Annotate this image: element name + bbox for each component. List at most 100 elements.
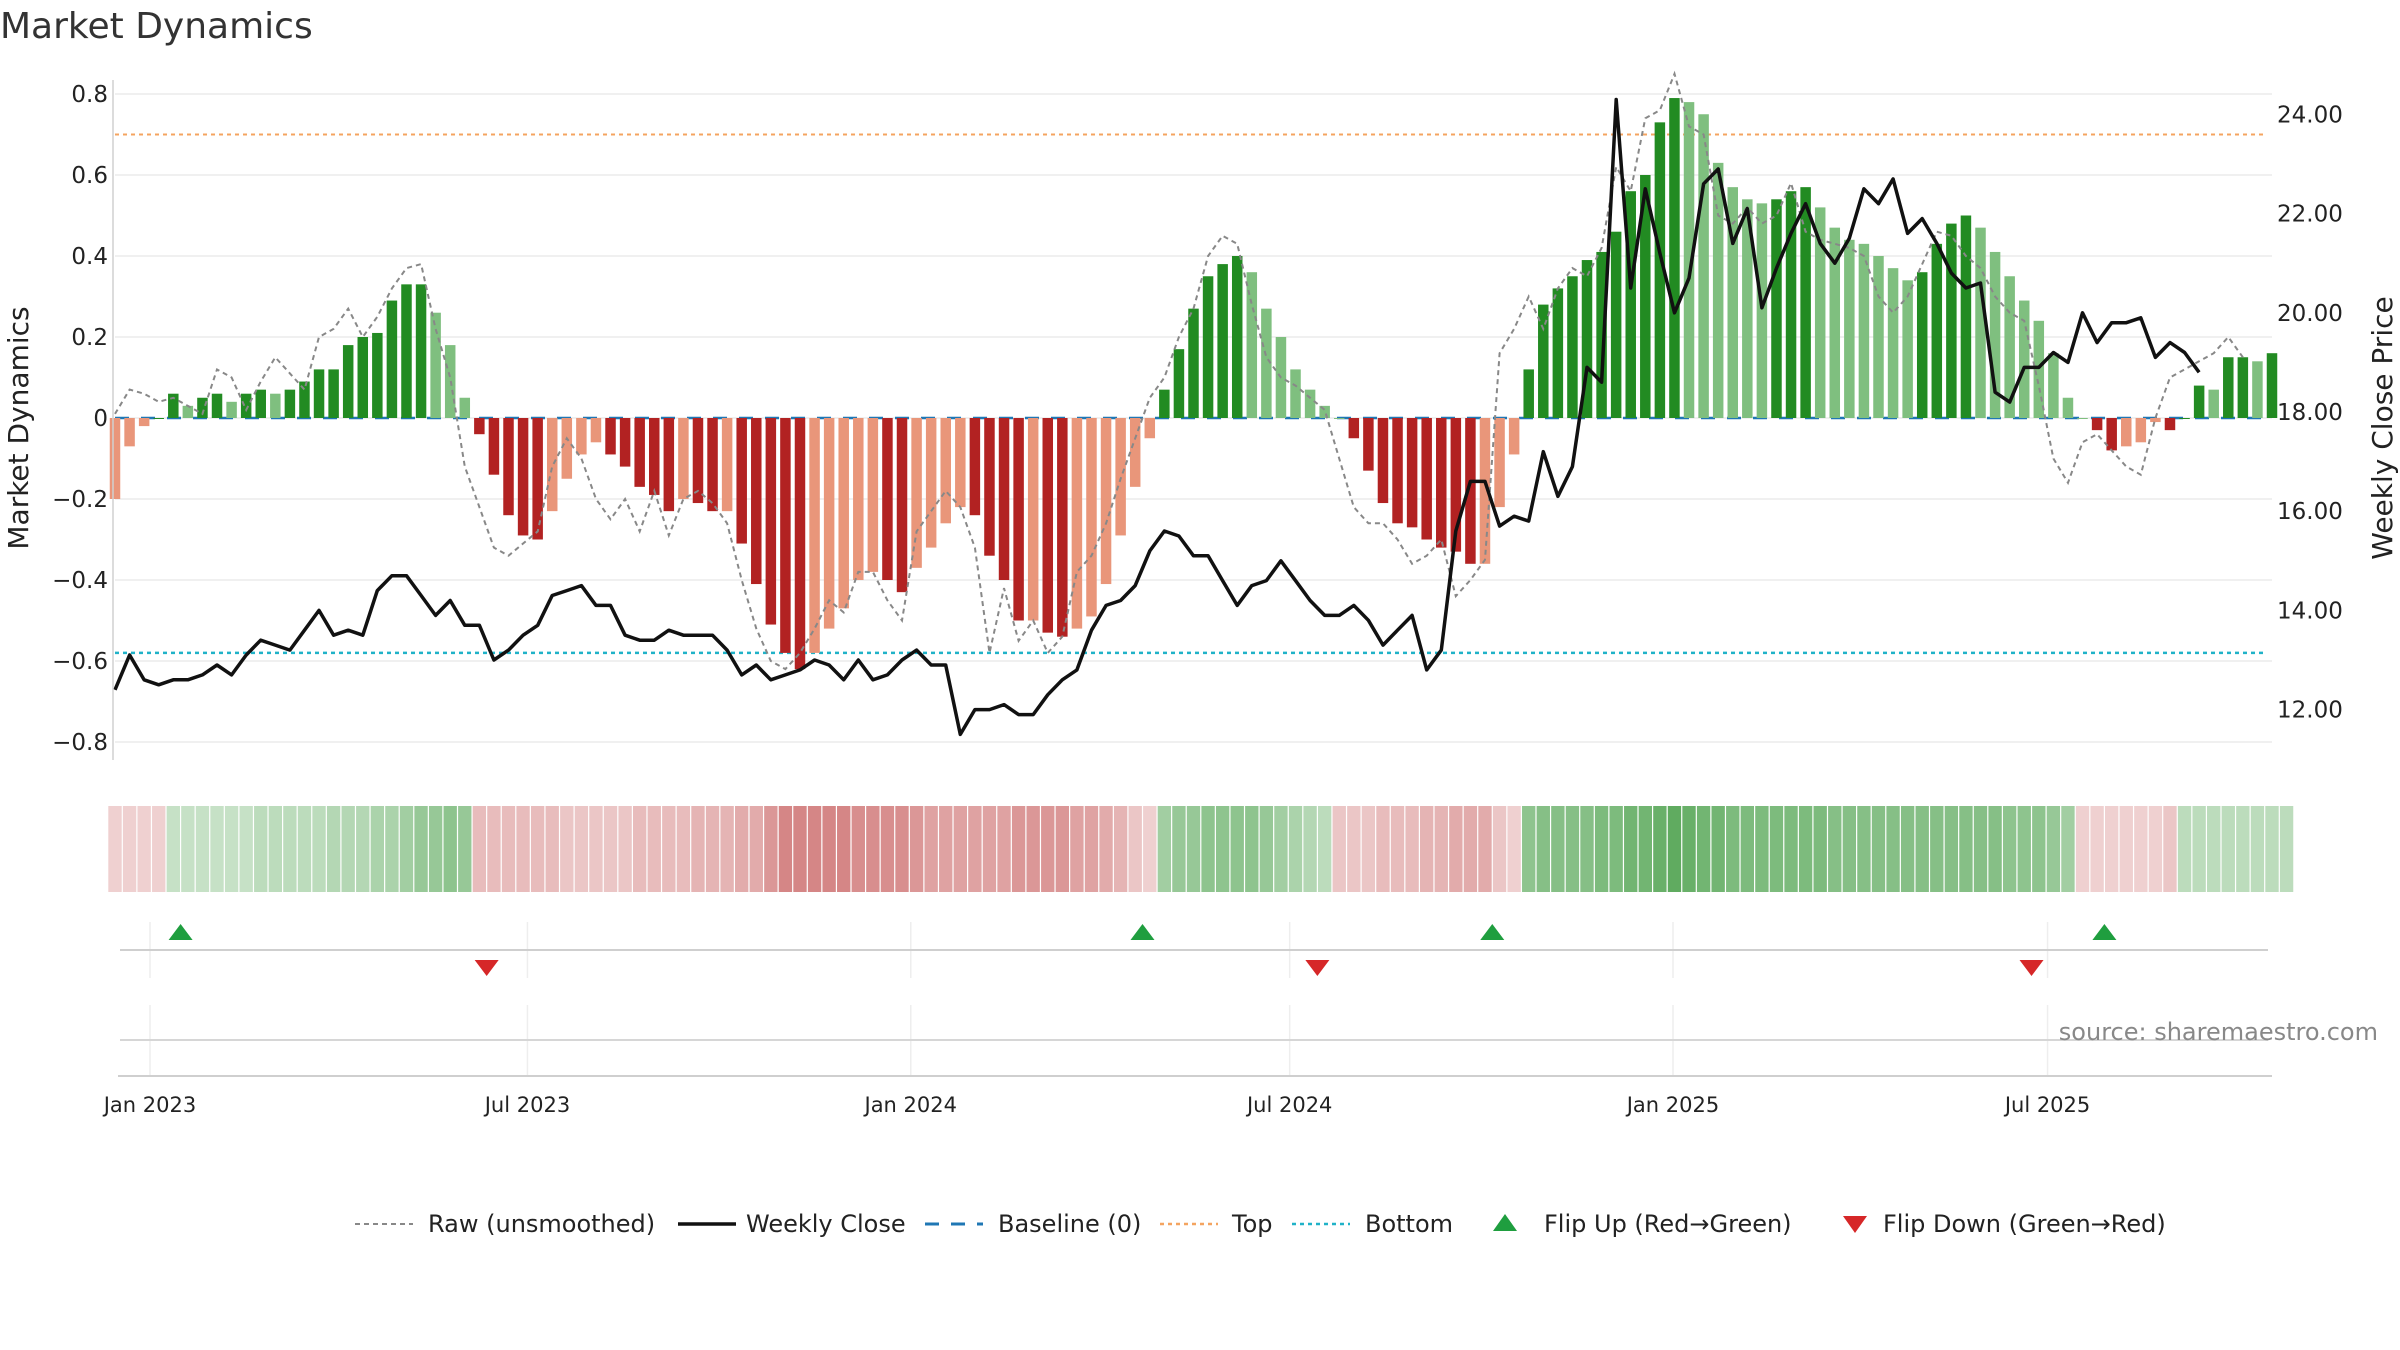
ribbon-cell xyxy=(1099,806,1113,892)
ribbon-cell xyxy=(545,806,559,892)
flip-down-marker xyxy=(474,960,499,976)
ribbon-cell xyxy=(1128,806,1142,892)
right-tick-label: 14.00 xyxy=(2277,598,2343,624)
ribbon-cell xyxy=(895,806,909,892)
ribbon-cell xyxy=(1551,806,1565,892)
ribbon-cell xyxy=(939,806,953,892)
dynamics-bar xyxy=(1858,243,1870,418)
ribbon-cell xyxy=(297,806,312,892)
dynamics-bar xyxy=(1960,215,1972,418)
dynamics-bar xyxy=(1319,405,1330,418)
dynamics-bar xyxy=(1392,418,1403,524)
dynamics-bar xyxy=(1683,102,1695,418)
flip-up-marker xyxy=(1480,924,1505,940)
strength-ribbon xyxy=(108,806,2294,892)
dynamics-bar xyxy=(678,418,689,499)
ribbon-cell xyxy=(1230,806,1244,892)
ribbon-cell xyxy=(822,806,836,892)
dynamics-bar xyxy=(605,418,616,455)
left-tick-label: −0.8 xyxy=(52,730,108,756)
dynamics-bar xyxy=(1567,276,1578,418)
ribbon-cell xyxy=(181,806,195,892)
date-tick-label: Jul 2025 xyxy=(2003,1093,2090,1117)
dynamics-bar xyxy=(430,312,441,418)
ribbon-cell xyxy=(1070,806,1084,892)
ribbon-cell xyxy=(2236,806,2250,892)
ribbon-cell xyxy=(1959,806,1973,892)
dynamics-bar xyxy=(736,418,747,544)
dynamics-bar xyxy=(1552,288,1564,418)
empty-panel xyxy=(120,1005,2268,1075)
dynamics-bar xyxy=(138,418,150,427)
ribbon-cell xyxy=(1769,806,1784,892)
ribbon-cell xyxy=(2163,806,2177,892)
dynamics-bar xyxy=(1698,114,1709,418)
dynamics-bar xyxy=(853,418,864,580)
ribbon-cell xyxy=(370,806,385,892)
dynamics-bar xyxy=(1931,243,1943,418)
dynamics-bar xyxy=(1100,418,1112,585)
ribbon-cell xyxy=(1157,806,1172,892)
dynamics-bar xyxy=(1348,418,1360,439)
ribbon-cell xyxy=(632,806,647,892)
ribbon-cell xyxy=(924,806,938,892)
dynamics-bar xyxy=(2048,353,2059,418)
ribbon-cell xyxy=(1201,806,1215,892)
ribbon-cell xyxy=(2148,806,2163,892)
ribbon-cell xyxy=(1055,806,1070,892)
dynamics-bar xyxy=(649,418,660,495)
ribbon-cell xyxy=(851,806,865,892)
dynamics-bar xyxy=(2077,418,2088,419)
dynamics-bar xyxy=(1173,349,1185,418)
ribbon-cell xyxy=(516,806,530,892)
date-tick-label: Jan 2023 xyxy=(102,1093,197,1117)
ribbon-cell xyxy=(1522,806,1536,892)
dynamics-bar xyxy=(415,284,427,418)
dynamics-bar xyxy=(1494,418,1505,508)
dynamics-bar xyxy=(1406,418,1418,528)
dynamics-bar xyxy=(1975,227,1986,418)
dynamics-bar xyxy=(1625,191,1636,418)
ribbon-cell xyxy=(1420,806,1434,892)
dynamics-bar xyxy=(313,369,325,418)
dynamics-bar xyxy=(1465,418,1476,564)
dynamics-bar xyxy=(1333,418,1345,419)
dynamics-bar xyxy=(2252,361,2263,418)
dynamics-bar xyxy=(707,418,718,512)
dynamics-bar xyxy=(1071,418,1083,629)
ribbon-cell xyxy=(108,806,122,892)
ribbon-cell xyxy=(2192,806,2206,892)
legend-item: Weekly Close xyxy=(678,1210,906,1238)
dynamics-bar xyxy=(1669,98,1680,419)
legend-label: Baseline (0) xyxy=(998,1210,1141,1238)
ribbon-cell xyxy=(137,806,151,892)
dynamics-bar xyxy=(1159,389,1170,418)
ribbon-cell xyxy=(705,806,720,892)
ribbon-cell xyxy=(210,806,224,892)
ribbon-cell xyxy=(195,806,210,892)
ribbon-cell xyxy=(326,806,341,892)
ribbon-cell xyxy=(1915,806,1929,892)
ribbon-cell xyxy=(1828,806,1842,892)
legend-item: Raw (unsmoothed) xyxy=(355,1210,655,1238)
dynamics-bar xyxy=(590,418,602,443)
ribbon-cell xyxy=(1478,806,1492,892)
ribbon-cell xyxy=(122,806,137,892)
legend-item: Flip Down (Green→Red) xyxy=(1843,1210,2166,1238)
dynamics-bar xyxy=(1057,418,1068,637)
ribbon-cell xyxy=(1317,806,1332,892)
ribbon-cell xyxy=(1973,806,1988,892)
flip-down-marker xyxy=(1305,960,1330,976)
dynamics-bar xyxy=(1538,304,1549,418)
dynamics-bar xyxy=(1377,418,1389,504)
ribbon-cell xyxy=(764,806,778,892)
dynamics-bar xyxy=(1421,418,1432,540)
right-tick-label: 20.00 xyxy=(2277,301,2343,327)
ribbon-cell xyxy=(1842,806,1857,892)
dynamics-bar xyxy=(692,418,704,504)
ribbon-cell xyxy=(152,806,166,892)
ribbon-cell xyxy=(1594,806,1609,892)
ribbon-cell xyxy=(1492,806,1507,892)
legend-label: Weekly Close xyxy=(746,1210,906,1238)
ribbon-cell xyxy=(1696,806,1711,892)
